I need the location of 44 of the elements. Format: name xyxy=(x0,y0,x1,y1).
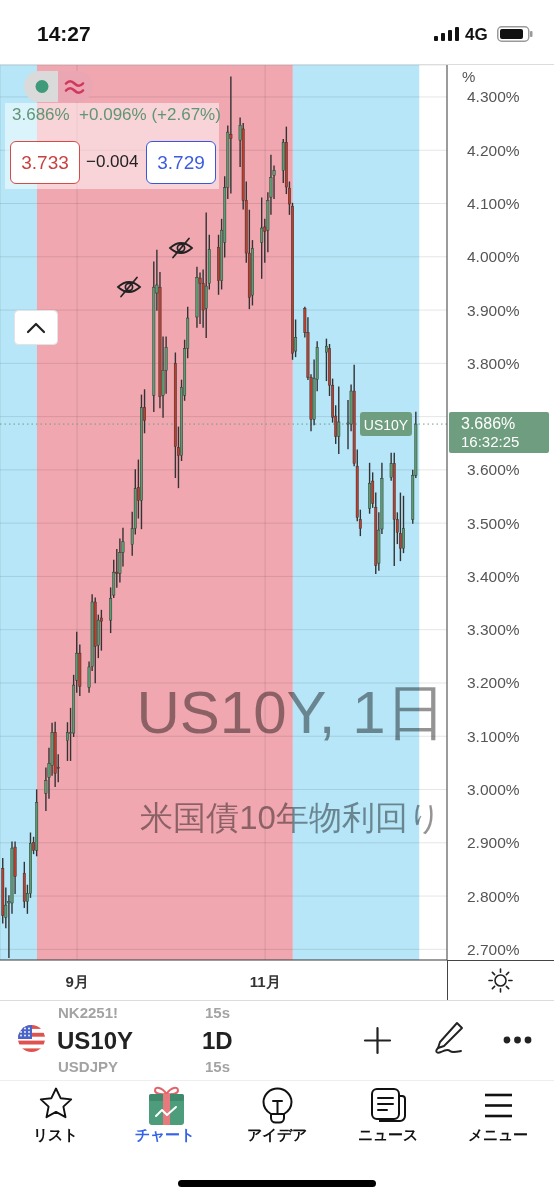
text: 4G xyxy=(465,25,488,44)
y-tick-label: 3.600% xyxy=(467,461,520,479)
candlestick xyxy=(368,462,372,514)
y-tick-label: 2.900% xyxy=(467,834,520,852)
candlestick xyxy=(229,76,233,194)
ref-line-label: US10Y xyxy=(363,417,409,434)
text: 15s xyxy=(205,1004,231,1021)
y-tick-label: 4.100% xyxy=(467,195,520,213)
y-tick-label: 3.900% xyxy=(467,301,520,319)
text: 1D xyxy=(202,1027,233,1054)
text: USDJPY xyxy=(58,1058,119,1075)
y-tick-label: 3.500% xyxy=(467,514,520,532)
y-tick-label: 2.800% xyxy=(467,887,520,905)
text: メニュー xyxy=(468,1126,528,1143)
price-tag: 3.686% 16:32:25 xyxy=(449,412,549,454)
text: アイデア xyxy=(247,1126,307,1143)
text: 米国債10年物利回り xyxy=(140,799,442,836)
y-tick-label: 4.300% xyxy=(467,88,520,106)
annotation: 3.733 xyxy=(21,151,69,174)
candlestick xyxy=(398,492,402,562)
text: チャート xyxy=(135,1126,195,1143)
text: US10Y xyxy=(57,1027,134,1054)
y-tick-label: 3.000% xyxy=(467,781,520,799)
x-tick-label: 9月 xyxy=(65,972,89,990)
y-tick-label: 4.200% xyxy=(467,141,520,159)
y-tick-label: 3.400% xyxy=(467,567,520,585)
annotation: 3.729 xyxy=(157,151,205,174)
text: 14:27 xyxy=(37,22,91,45)
y-axis-title: % xyxy=(462,68,476,85)
text: リスト xyxy=(32,1126,78,1143)
y-tick-label: 3.200% xyxy=(467,674,520,692)
y-tick-label: 3.800% xyxy=(467,354,520,372)
x-tick-label: 11月 xyxy=(249,972,281,990)
annotation: −0.004 xyxy=(86,152,139,171)
y-tick-label: 2.700% xyxy=(467,940,520,958)
text: NK2251! xyxy=(58,1004,119,1021)
y-tick-label: 3.300% xyxy=(467,621,520,639)
y-tick-label: 4.000% xyxy=(467,248,520,266)
text: ニュース xyxy=(358,1126,418,1143)
text: 15s xyxy=(205,1058,231,1075)
candlestick xyxy=(337,386,341,455)
annotation: 3.686% +0.096% (+2.67%) xyxy=(12,105,221,124)
candlestick xyxy=(260,197,264,279)
y-tick-label: 3.100% xyxy=(467,727,520,745)
